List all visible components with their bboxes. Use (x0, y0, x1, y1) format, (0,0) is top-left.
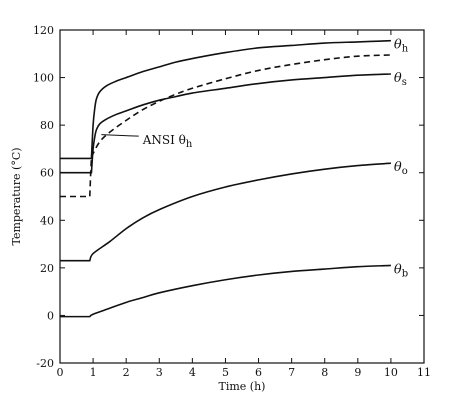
x-tick-label: 11 (417, 366, 431, 379)
annotation-leader (101, 134, 139, 137)
y-tick-label: 20 (40, 262, 54, 275)
y-tick-label: -20 (36, 357, 54, 370)
y-tick-label: 0 (47, 309, 54, 322)
plot-area (59, 29, 425, 364)
y-axis-title: Temperature (°C) (10, 147, 23, 245)
x-axis-title: Time (h) (219, 380, 266, 393)
x-tick-label: 6 (255, 366, 262, 379)
series-labels: θh θs θo θb (394, 38, 409, 280)
x-tick-label: 9 (354, 366, 361, 379)
series-label-theta-s: θs (394, 71, 407, 88)
series-line-ansi-theta-h (60, 54, 391, 198)
series-label-theta-o: θo (394, 160, 408, 177)
y-axis-ticks: -20 0 20 40 60 80 100 120 (33, 24, 424, 370)
y-tick-label: 80 (40, 119, 54, 132)
x-tick-label: 5 (222, 366, 229, 379)
y-tick-label: 60 (40, 167, 54, 180)
series-lines (60, 39, 391, 318)
x-tick-label: 7 (288, 366, 295, 379)
series-line-theta-s (60, 73, 391, 174)
series-line-theta-h (60, 39, 391, 160)
y-tick-label: 100 (33, 72, 54, 85)
y-tick-label: 120 (33, 24, 54, 37)
series-label-theta-h: θh (394, 38, 409, 55)
x-tick-label: 8 (321, 366, 328, 379)
y-tick-label: 40 (40, 214, 54, 227)
annotation-label-ansi-theta-h: ANSI θh (142, 133, 193, 150)
x-tick-label: 3 (156, 366, 163, 379)
series-line-theta-o (60, 162, 391, 262)
ansi-annotation: ANSI θh (101, 133, 193, 150)
x-tick-label: 4 (189, 366, 196, 379)
x-axis-ticks: 0 1 2 3 4 5 6 7 8 9 10 11 (57, 30, 431, 379)
series-label-theta-b: θb (394, 262, 408, 279)
plot-frame (59, 29, 425, 364)
x-tick-label: 2 (123, 366, 130, 379)
x-tick-label: 1 (90, 366, 97, 379)
x-tick-label: 10 (384, 366, 398, 379)
series-line-theta-b (60, 264, 391, 318)
x-tick-label: 0 (57, 366, 64, 379)
